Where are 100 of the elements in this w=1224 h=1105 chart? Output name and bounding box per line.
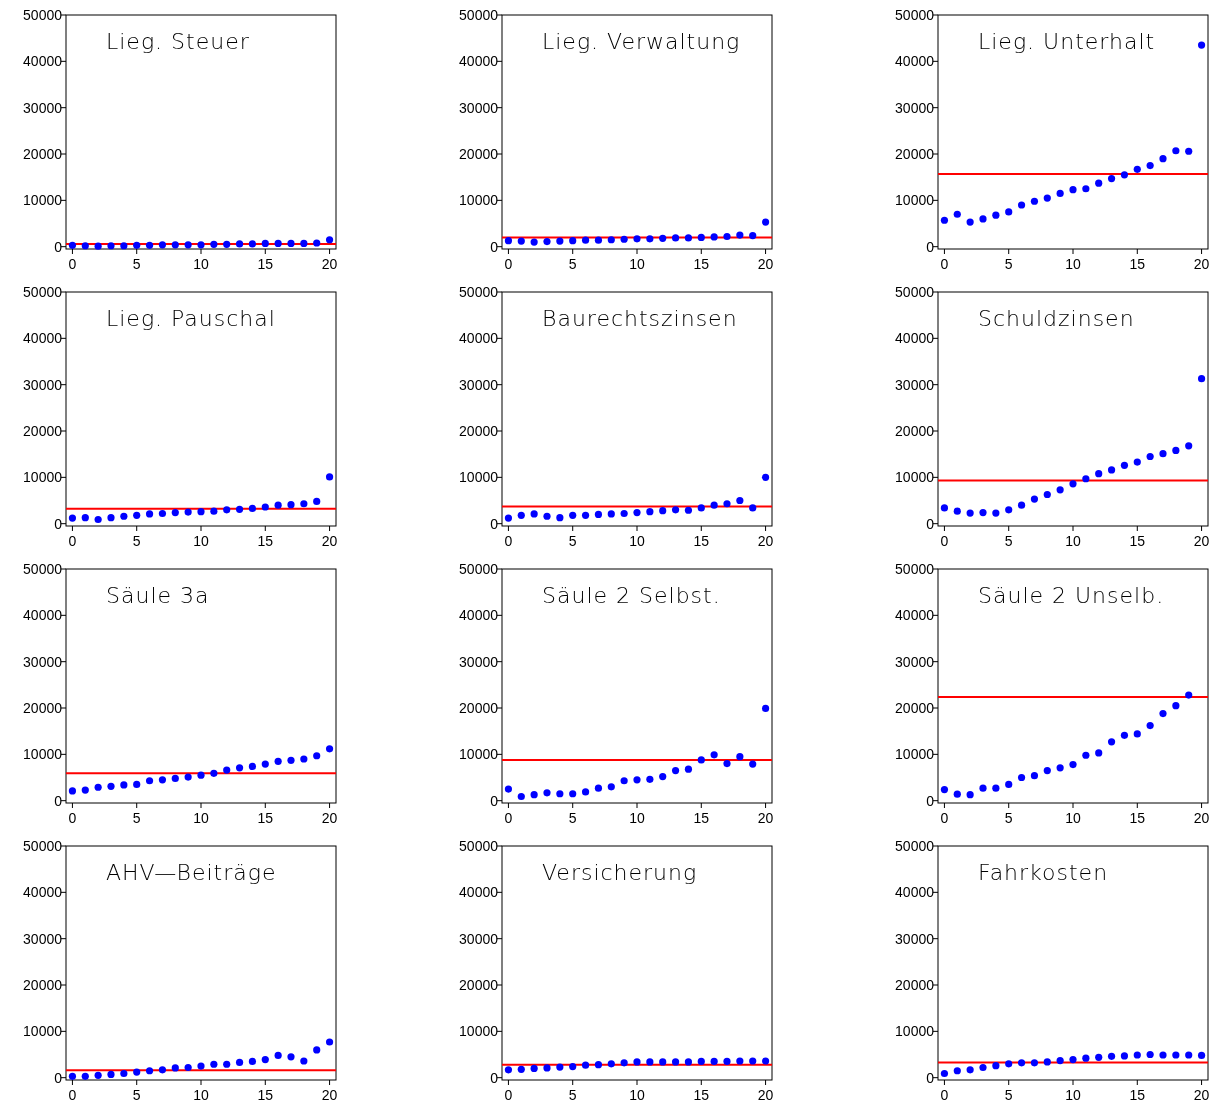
- point: [1043, 194, 1051, 202]
- point: [1056, 486, 1064, 494]
- point: [1172, 446, 1180, 455]
- point: [1017, 201, 1026, 209]
- point: [171, 774, 179, 783]
- point: [300, 755, 308, 763]
- point: [940, 785, 949, 794]
- point: [992, 1062, 1000, 1070]
- point: [556, 1063, 564, 1071]
- x-tick-label: 20: [321, 810, 338, 826]
- point: [697, 756, 705, 764]
- point: [530, 1064, 538, 1073]
- point: [1017, 501, 1026, 509]
- y-tick-label: 0: [926, 238, 935, 255]
- text: Säule 3a: [106, 583, 210, 608]
- point: [197, 771, 205, 779]
- point: [992, 509, 1000, 517]
- x-tick-label: 15: [257, 1087, 274, 1103]
- y-tick-label: 50000: [23, 6, 63, 23]
- x-tick-label: 15: [1129, 810, 1146, 826]
- x-tick-label: 20: [1193, 256, 1210, 272]
- point: [761, 704, 770, 713]
- point: [569, 790, 577, 798]
- y-tick-label: 50000: [23, 837, 63, 854]
- point: [556, 237, 564, 245]
- point: [325, 745, 334, 753]
- point: [749, 1057, 757, 1065]
- text: AHV—Beiträge: [106, 860, 277, 885]
- point: [556, 514, 564, 522]
- y-tick-label: 50000: [895, 6, 935, 23]
- point: [1120, 171, 1129, 179]
- point: [979, 1063, 987, 1072]
- point: [120, 781, 128, 789]
- point: [671, 1058, 680, 1066]
- point: [300, 1057, 308, 1065]
- point: [171, 508, 179, 517]
- text: Lieg. Unterhalt: [978, 29, 1156, 54]
- point: [1185, 1051, 1193, 1059]
- y-tick-label: 10000: [459, 469, 499, 486]
- point: [1043, 766, 1051, 775]
- point: [1120, 461, 1129, 469]
- point: [749, 231, 757, 240]
- point: [1082, 1054, 1090, 1062]
- y-tick-label: 40000: [895, 330, 935, 347]
- x-tick-label: 0: [504, 1087, 513, 1103]
- y-tick-label: 20000: [23, 976, 63, 993]
- point: [646, 235, 654, 243]
- y-tick-label: 0: [926, 1069, 935, 1086]
- y-tick-label: 50000: [459, 283, 499, 300]
- point: [620, 509, 628, 518]
- point: [1017, 1059, 1026, 1067]
- point: [710, 751, 718, 759]
- text: Versicherung: [542, 860, 698, 885]
- point: [723, 760, 731, 768]
- point: [543, 512, 551, 520]
- y-tick-label: 20000: [895, 145, 935, 162]
- y-tick-label: 20000: [895, 422, 935, 439]
- point: [659, 773, 667, 781]
- point: [158, 509, 167, 518]
- x-tick-label: 0: [68, 1087, 77, 1103]
- x-tick-label: 0: [940, 1087, 949, 1103]
- text: Lieg. Verwaltung: [542, 29, 741, 54]
- point: [107, 782, 115, 790]
- point: [581, 788, 590, 796]
- x-tick-label: 20: [757, 1087, 774, 1103]
- x-tick-label: 10: [629, 810, 645, 826]
- point: [1030, 772, 1039, 780]
- point: [736, 753, 744, 761]
- point: [671, 766, 680, 775]
- point: [248, 1057, 257, 1066]
- y-tick-label: 20000: [23, 422, 63, 439]
- y-tick-label: 40000: [23, 330, 63, 347]
- point: [94, 783, 102, 791]
- point: [1030, 197, 1039, 205]
- x-tick-label: 15: [257, 256, 274, 272]
- y-tick-label: 50000: [895, 283, 935, 300]
- y-tick-label: 20000: [895, 699, 935, 716]
- y-tick-label: 30000: [459, 930, 499, 947]
- x-tick-label: 0: [504, 256, 513, 272]
- point: [530, 791, 538, 799]
- point: [248, 762, 257, 770]
- y-tick-label: 0: [926, 515, 935, 532]
- point: [184, 773, 192, 781]
- point: [517, 792, 525, 801]
- point: [210, 769, 218, 777]
- y-tick-label: 0: [54, 1069, 63, 1086]
- y-tick-label: 50000: [895, 560, 935, 577]
- point: [697, 233, 705, 242]
- y-tick-label: 10000: [459, 192, 499, 209]
- point: [581, 1061, 590, 1069]
- point: [940, 216, 949, 224]
- point: [120, 1069, 128, 1078]
- y-tick-label: 20000: [895, 976, 935, 993]
- point: [1185, 691, 1193, 699]
- y-tick-label: 10000: [23, 192, 63, 209]
- point: [94, 515, 102, 524]
- point: [671, 234, 680, 242]
- x-tick-label: 15: [693, 810, 710, 826]
- y-tick-label: 0: [54, 515, 63, 532]
- y-tick-label: 10000: [895, 746, 935, 763]
